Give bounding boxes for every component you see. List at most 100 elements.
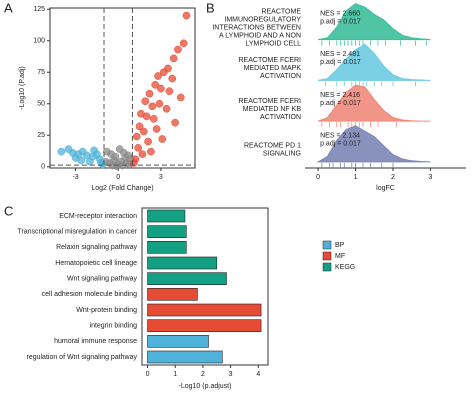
x-tick-label: 3 — [159, 174, 163, 181]
point — [171, 118, 179, 127]
x-tick-label: -3 — [72, 174, 78, 181]
ridge-annotation: NES = 2.481 — [320, 51, 360, 58]
x-axis-label: logFC — [376, 185, 395, 192]
point — [71, 154, 80, 162]
y-tick-label: Transcriptional misregulation in cancer — [17, 229, 137, 236]
point — [169, 54, 178, 63]
x-axis-label: -Log10 (p.adjust) — [179, 383, 232, 390]
y-tick-label: 0 — [41, 164, 45, 171]
point — [149, 115, 158, 123]
ridge — [316, 125, 431, 163]
y-tick-label: 100 — [33, 38, 45, 45]
y-tick-label: integrin binding — [90, 323, 138, 330]
y-tick-label: Wnt-protein binding — [76, 307, 137, 314]
point — [139, 127, 148, 136]
y-tick-label: Wnt signaling pathway — [67, 276, 138, 283]
point — [132, 132, 141, 141]
x-tick-label: 3 — [428, 174, 432, 181]
ridge-label: IMMUNOREGULATORY — [224, 16, 301, 23]
y-tick-label: 75 — [37, 69, 45, 76]
panel-letter: B — [206, 0, 215, 15]
point — [145, 89, 154, 98]
ridge-label: INTERACTIONS BETWEEN — [212, 24, 301, 31]
ridge-annotation: p.adj = 0.017 — [320, 141, 361, 148]
point — [152, 125, 161, 133]
ridge-label: A LYMPHOID AND A NON — [219, 32, 301, 39]
ridge-annotation: NES = 2.416 — [320, 92, 360, 99]
x-tick-label: 1 — [354, 174, 358, 181]
point — [165, 87, 174, 95]
y-tick-label: 50 — [37, 101, 45, 108]
y-tick-label: 125 — [33, 6, 45, 13]
point — [154, 72, 162, 80]
point — [90, 146, 98, 155]
legend-swatch — [322, 251, 332, 261]
ridge-annotation: p.adj = 0.017 — [320, 18, 361, 25]
ridge-label: REACTOME FCERI — [239, 98, 302, 105]
ridge — [318, 43, 431, 81]
bar — [147, 241, 187, 254]
y-tick-label: Relaxin signaling pathway — [56, 244, 137, 251]
x-tick-label: 2 — [391, 174, 395, 181]
point — [147, 147, 155, 156]
legend-label: MF — [335, 253, 345, 260]
point — [98, 160, 107, 169]
bar — [147, 319, 262, 332]
point — [144, 137, 152, 146]
bar — [147, 335, 209, 348]
ridge-label: MEDIATED NF KB — [243, 106, 302, 113]
y-tick-label: regulation of Wnt signaling pathway — [26, 354, 137, 361]
ridge-annotation: NES = 2.660 — [320, 10, 360, 17]
x-tick-label: 1 — [173, 371, 177, 378]
panel-letter: A — [4, 0, 13, 15]
point — [134, 143, 142, 152]
ridge-label: REACTOME — [261, 8, 301, 15]
bar — [147, 209, 186, 223]
x-tick-label: 0 — [146, 371, 150, 378]
panel-letter: C — [4, 203, 13, 218]
x-tick-label: 2 — [201, 371, 205, 378]
ridge — [318, 3, 431, 41]
bar — [147, 256, 218, 270]
y-tick-label: Hematopoietic cell lineage — [55, 260, 137, 267]
point — [117, 157, 125, 166]
ridge-label: MEDIATED MAPK — [244, 65, 302, 72]
point — [174, 45, 182, 54]
bar — [147, 225, 187, 238]
point — [141, 97, 150, 106]
point — [158, 135, 167, 143]
y-tick-label: cell adhesion molecule binding — [42, 291, 137, 298]
bar — [147, 350, 223, 364]
ridge-label: REACTOME PD 1 — [244, 143, 301, 150]
point — [151, 81, 160, 89]
point — [137, 109, 145, 118]
x-tick-label: 0 — [316, 174, 320, 181]
y-tick-label: humoral immune response — [54, 338, 137, 345]
y-axis-label: -Log10 (P.adj) — [19, 66, 26, 109]
x-tick-label: 4 — [256, 371, 260, 378]
point — [157, 84, 165, 93]
ridge-label: REACTOME FCERI — [239, 57, 302, 64]
ridge — [317, 84, 431, 122]
ridge-annotation: p.adj = 0.017 — [320, 59, 361, 66]
legend-label: BP — [335, 242, 345, 249]
y-tick-label: ECM-receptor interaction — [59, 213, 137, 220]
point — [176, 93, 185, 102]
x-axis-label: Log2 (Fold Change) — [91, 185, 153, 192]
legend-label: KEGG — [335, 264, 355, 271]
ridge-label: ACTIVATION — [260, 114, 301, 121]
point — [162, 104, 171, 113]
point — [182, 11, 191, 20]
ridge-label: SIGNALING — [263, 151, 301, 158]
x-tick-label: 0 — [116, 174, 120, 181]
x-tick-label: 3 — [229, 371, 233, 378]
point — [57, 147, 66, 156]
point — [168, 74, 177, 83]
ridge-label: LYMPHOID CELL — [246, 40, 302, 47]
legend-swatch — [322, 240, 332, 250]
plot-frame — [49, 7, 196, 169]
ridge-annotation: NES = 2.134 — [320, 133, 360, 140]
point — [159, 68, 168, 77]
point — [179, 39, 188, 48]
